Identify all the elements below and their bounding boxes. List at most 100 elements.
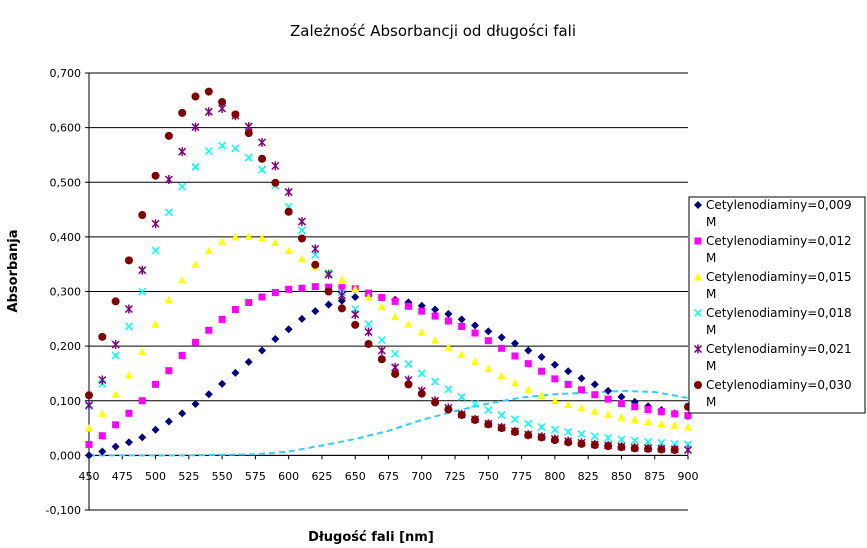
data-point	[431, 312, 439, 320]
data-point	[644, 405, 652, 413]
x-tick-label: 500	[145, 470, 166, 483]
data-point	[551, 375, 559, 383]
data-point	[337, 296, 346, 305]
data-point	[391, 312, 400, 321]
data-point	[524, 346, 533, 355]
data-point	[657, 438, 666, 447]
y-tick-label: 0,000	[50, 449, 82, 462]
data-point	[417, 369, 426, 378]
data-point	[497, 371, 506, 380]
data-point	[98, 375, 107, 385]
data-point	[550, 436, 559, 445]
data-point	[470, 399, 480, 409]
data-point	[670, 421, 679, 429]
data-point	[391, 349, 400, 358]
data-point	[457, 410, 466, 419]
data-point	[124, 256, 133, 265]
legend-marker	[693, 344, 703, 354]
data-point	[351, 292, 360, 301]
data-point	[617, 392, 626, 401]
data-point	[604, 395, 612, 403]
data-point	[391, 369, 400, 378]
data-point	[111, 297, 120, 306]
data-point	[111, 442, 120, 451]
legend-entry-unit: M	[706, 251, 716, 265]
data-point	[604, 410, 613, 418]
legend-entry: Cetylenodiaminy=0,009	[706, 198, 852, 212]
x-tick-label: 475	[112, 470, 133, 483]
data-point	[231, 306, 239, 314]
data-point	[670, 445, 679, 454]
data-point	[337, 304, 346, 313]
legend-marker	[693, 308, 703, 318]
data-point	[124, 304, 133, 314]
data-point	[204, 87, 213, 96]
data-point	[297, 314, 306, 323]
y-tick-label: 0,400	[50, 231, 82, 244]
data-point	[98, 447, 107, 456]
data-point	[630, 436, 639, 445]
legend: Cetylenodiaminy=0,009 M Cetylenodiaminy=0,…	[688, 196, 866, 414]
data-point	[431, 336, 440, 344]
data-point	[444, 405, 453, 414]
data-point	[364, 292, 373, 301]
data-point	[524, 360, 532, 368]
data-point	[657, 445, 666, 454]
data-point	[538, 367, 546, 375]
data-point	[497, 424, 506, 433]
data-point	[524, 385, 533, 393]
data-point	[271, 161, 280, 171]
data-point	[258, 154, 267, 163]
data-point	[364, 327, 373, 337]
data-point	[511, 352, 519, 360]
data-point	[218, 315, 226, 323]
data-point	[604, 433, 613, 442]
data-point	[178, 276, 187, 284]
data-point	[138, 347, 147, 356]
data-point	[471, 321, 480, 330]
data-point	[657, 419, 666, 428]
data-point	[577, 430, 586, 439]
data-point	[577, 439, 586, 448]
x-tick-label: 750	[478, 470, 499, 483]
data-point	[98, 332, 107, 341]
data-point	[378, 294, 386, 302]
data-point	[484, 420, 493, 429]
data-point	[351, 320, 360, 329]
data-point	[151, 219, 160, 229]
data-point	[377, 336, 386, 345]
legend-box	[688, 196, 866, 414]
data-point	[151, 246, 160, 255]
data-point	[338, 284, 346, 292]
data-point	[258, 346, 267, 355]
data-point	[404, 320, 413, 328]
data-point	[138, 265, 147, 275]
data-point	[537, 422, 546, 432]
data-point	[564, 400, 573, 409]
data-point	[204, 390, 213, 399]
legend-marker	[694, 201, 702, 209]
data-point	[258, 293, 266, 301]
data-point	[590, 380, 599, 389]
data-point	[630, 444, 639, 453]
data-point	[325, 283, 333, 291]
data-point	[524, 431, 533, 440]
data-point	[311, 260, 320, 269]
x-tick-label: 625	[311, 470, 332, 483]
legend-entry: Cetylenodiaminy=0,012	[706, 234, 852, 248]
data-point	[377, 345, 386, 355]
x-tick-label: 900	[678, 470, 699, 483]
data-point	[590, 432, 599, 441]
y-tick-labels: -0,100 0,000 0,100 0,200 0,300 0,400 0,500 0,60…	[46, 67, 89, 517]
data-point	[124, 438, 133, 447]
trendline-group	[89, 389, 689, 457]
data-point	[484, 337, 492, 345]
y-tick-label: 0,700	[50, 67, 82, 80]
data-point	[178, 351, 186, 359]
data-point	[111, 351, 120, 360]
data-point	[311, 307, 320, 316]
data-point	[644, 437, 653, 446]
data-point	[298, 284, 306, 292]
x-tick-label: 600	[278, 470, 299, 483]
